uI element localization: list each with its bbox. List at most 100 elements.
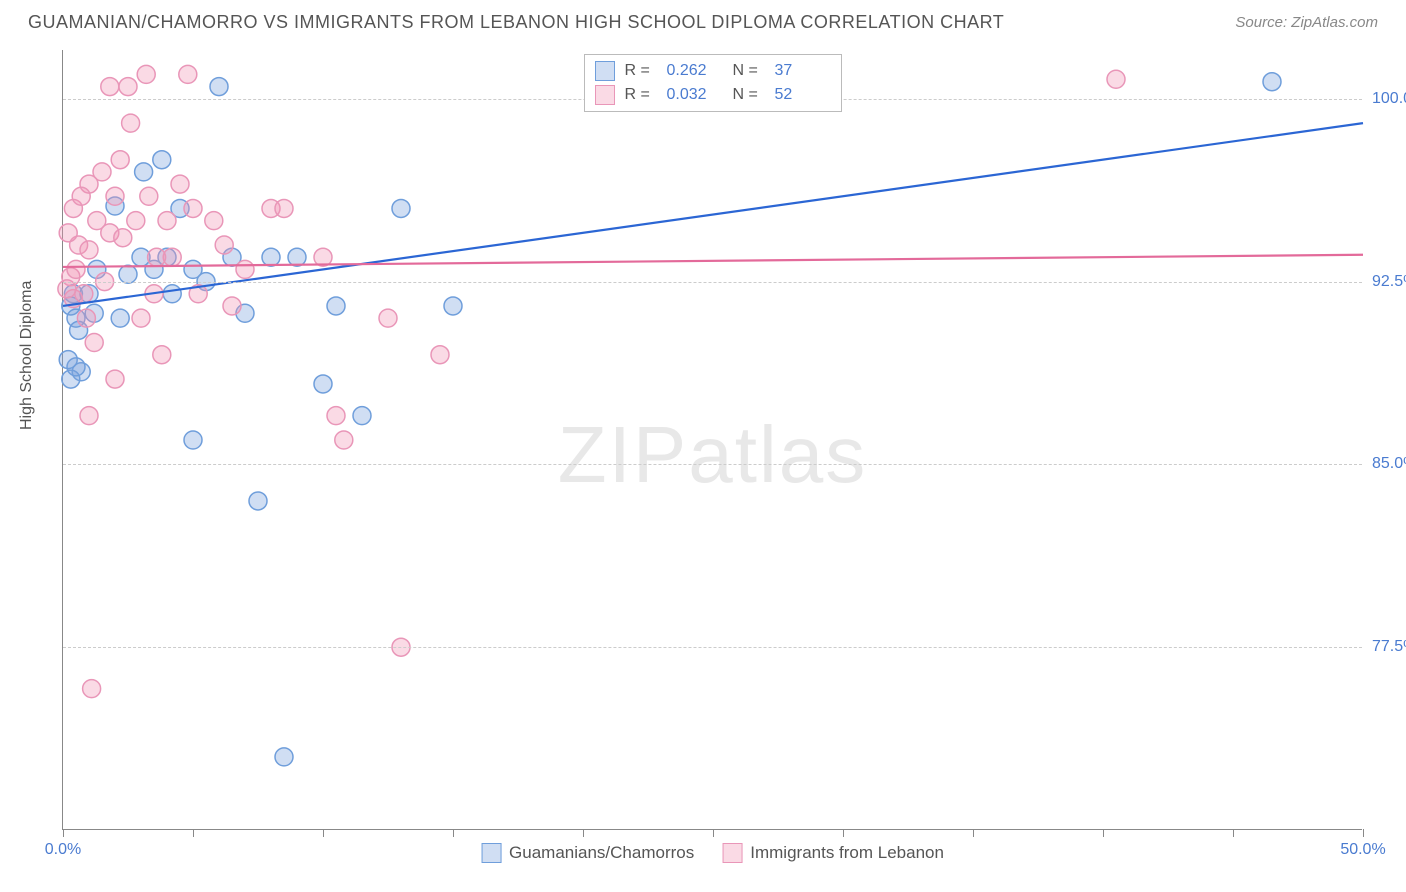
data-point <box>163 285 181 303</box>
data-point <box>77 309 95 327</box>
data-point <box>431 346 449 364</box>
data-point <box>85 334 103 352</box>
data-point <box>327 297 345 315</box>
legend-row-series2: R = 0.032 N = 52 <box>595 83 831 107</box>
swatch-series1 <box>595 61 615 81</box>
legend-label-series2: Immigrants from Lebanon <box>750 843 944 863</box>
trend-line <box>63 255 1363 267</box>
trend-line <box>63 123 1363 306</box>
data-point <box>379 309 397 327</box>
data-point <box>140 187 158 205</box>
data-point <box>111 151 129 169</box>
x-tick <box>63 829 64 837</box>
legend-label-series1: Guamanians/Chamorros <box>509 843 694 863</box>
data-point <box>114 229 132 247</box>
x-tick <box>453 829 454 837</box>
x-tick <box>193 829 194 837</box>
x-tick-label: 50.0% <box>1340 841 1385 859</box>
data-point <box>205 212 223 230</box>
x-tick-label: 0.0% <box>45 841 81 859</box>
data-point <box>59 351 77 369</box>
data-point <box>275 199 293 217</box>
legend-item-series1: Guamanians/Chamorros <box>481 843 694 863</box>
r-value-series2: 0.032 <box>667 86 723 104</box>
n-label: N = <box>733 62 765 80</box>
data-point <box>335 431 353 449</box>
data-point <box>210 78 228 96</box>
r-value-series1: 0.262 <box>667 62 723 80</box>
x-tick <box>973 829 974 837</box>
y-axis-label: High School Diploma <box>18 281 36 430</box>
data-point <box>72 187 90 205</box>
source-attribution: Source: ZipAtlas.com <box>1235 14 1378 31</box>
data-point <box>153 151 171 169</box>
data-point <box>148 248 166 266</box>
gridline <box>63 282 1362 283</box>
legend-row-series1: R = 0.262 N = 37 <box>595 59 831 83</box>
data-point <box>132 309 150 327</box>
data-point <box>106 187 124 205</box>
swatch-series2 <box>595 85 615 105</box>
data-point <box>59 224 77 242</box>
x-tick <box>583 829 584 837</box>
swatch-series2 <box>722 843 742 863</box>
series-legend: Guamanians/Chamorros Immigrants from Leb… <box>481 843 944 863</box>
data-point <box>119 265 137 283</box>
y-tick-label: 92.5% <box>1372 273 1406 291</box>
data-point <box>80 241 98 259</box>
data-point <box>215 236 233 254</box>
data-point <box>137 65 155 83</box>
data-point <box>275 748 293 766</box>
data-point <box>236 260 254 278</box>
data-point <box>93 163 111 181</box>
data-point <box>288 248 306 266</box>
data-point <box>262 248 280 266</box>
data-point <box>122 114 140 132</box>
data-point <box>111 309 129 327</box>
legend-item-series2: Immigrants from Lebanon <box>722 843 944 863</box>
data-point <box>1263 73 1281 91</box>
data-point <box>314 375 332 393</box>
data-point <box>392 199 410 217</box>
n-label: N = <box>733 86 765 104</box>
gridline <box>63 647 1362 648</box>
n-value-series2: 52 <box>775 86 831 104</box>
data-point <box>444 297 462 315</box>
data-point <box>353 407 371 425</box>
x-tick <box>1103 829 1104 837</box>
scatter-svg <box>63 50 1362 829</box>
data-point <box>127 212 145 230</box>
data-point <box>101 78 119 96</box>
x-tick <box>323 829 324 837</box>
data-point <box>135 163 153 181</box>
data-point <box>153 346 171 364</box>
source-site: ZipAtlas.com <box>1291 14 1378 31</box>
data-point <box>171 175 189 193</box>
data-point <box>1107 70 1125 88</box>
data-point <box>58 280 76 298</box>
data-point <box>249 492 267 510</box>
x-tick <box>1233 829 1234 837</box>
data-point <box>67 260 85 278</box>
chart-plot-area: ZIPatlas R = 0.262 N = 37 R = 0.032 N = … <box>62 50 1362 830</box>
y-tick-label: 100.0% <box>1372 90 1406 108</box>
x-tick <box>713 829 714 837</box>
data-point <box>119 78 137 96</box>
x-tick <box>843 829 844 837</box>
data-point <box>223 297 241 315</box>
x-tick <box>1363 829 1364 837</box>
data-point <box>184 199 202 217</box>
correlation-legend: R = 0.262 N = 37 R = 0.032 N = 52 <box>584 54 842 112</box>
data-point <box>80 407 98 425</box>
data-point <box>179 65 197 83</box>
y-tick-label: 77.5% <box>1372 638 1406 656</box>
r-label: R = <box>625 62 657 80</box>
data-point <box>106 370 124 388</box>
swatch-series1 <box>481 843 501 863</box>
gridline <box>63 464 1362 465</box>
data-point <box>75 285 93 303</box>
r-label: R = <box>625 86 657 104</box>
data-point <box>158 212 176 230</box>
source-label: Source: <box>1235 14 1291 31</box>
chart-title: GUAMANIAN/CHAMORRO VS IMMIGRANTS FROM LE… <box>28 12 1004 33</box>
